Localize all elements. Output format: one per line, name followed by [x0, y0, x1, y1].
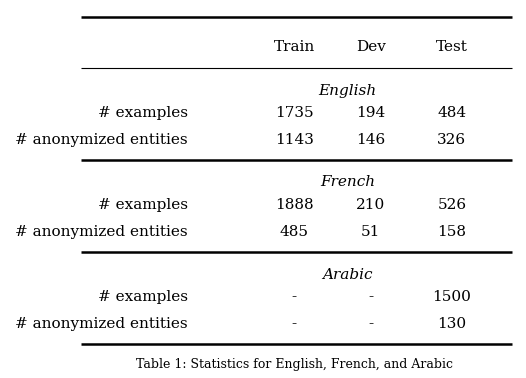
Text: Dev: Dev — [356, 40, 386, 54]
Text: # anonymized entities: # anonymized entities — [15, 133, 188, 147]
Text: # anonymized entities: # anonymized entities — [15, 317, 188, 331]
Text: 194: 194 — [356, 106, 386, 121]
Text: 210: 210 — [356, 198, 386, 212]
Text: 158: 158 — [437, 225, 467, 240]
Text: English: English — [318, 84, 377, 98]
Text: # examples: # examples — [98, 290, 188, 305]
Text: 485: 485 — [280, 225, 309, 240]
Text: 1888: 1888 — [275, 198, 313, 212]
Text: -: - — [292, 290, 297, 305]
Text: Arabic: Arabic — [322, 268, 373, 282]
Text: 1143: 1143 — [275, 133, 313, 147]
Text: 130: 130 — [437, 317, 467, 331]
Text: 326: 326 — [437, 133, 467, 147]
Text: French: French — [320, 175, 375, 189]
Text: # examples: # examples — [98, 106, 188, 121]
Text: 526: 526 — [437, 198, 467, 212]
Text: # anonymized entities: # anonymized entities — [15, 225, 188, 240]
Text: Train: Train — [274, 40, 315, 54]
Text: 146: 146 — [356, 133, 386, 147]
Text: 51: 51 — [361, 225, 380, 240]
Text: -: - — [292, 317, 297, 331]
Text: -: - — [368, 317, 373, 331]
Text: 484: 484 — [437, 106, 467, 121]
Text: -: - — [368, 290, 373, 305]
Text: 1500: 1500 — [432, 290, 471, 305]
Text: # examples: # examples — [98, 198, 188, 212]
Text: Test: Test — [436, 40, 468, 54]
Text: 1735: 1735 — [275, 106, 313, 121]
Text: Table 1: Statistics for English, French, and Arabic: Table 1: Statistics for English, French,… — [136, 358, 453, 371]
